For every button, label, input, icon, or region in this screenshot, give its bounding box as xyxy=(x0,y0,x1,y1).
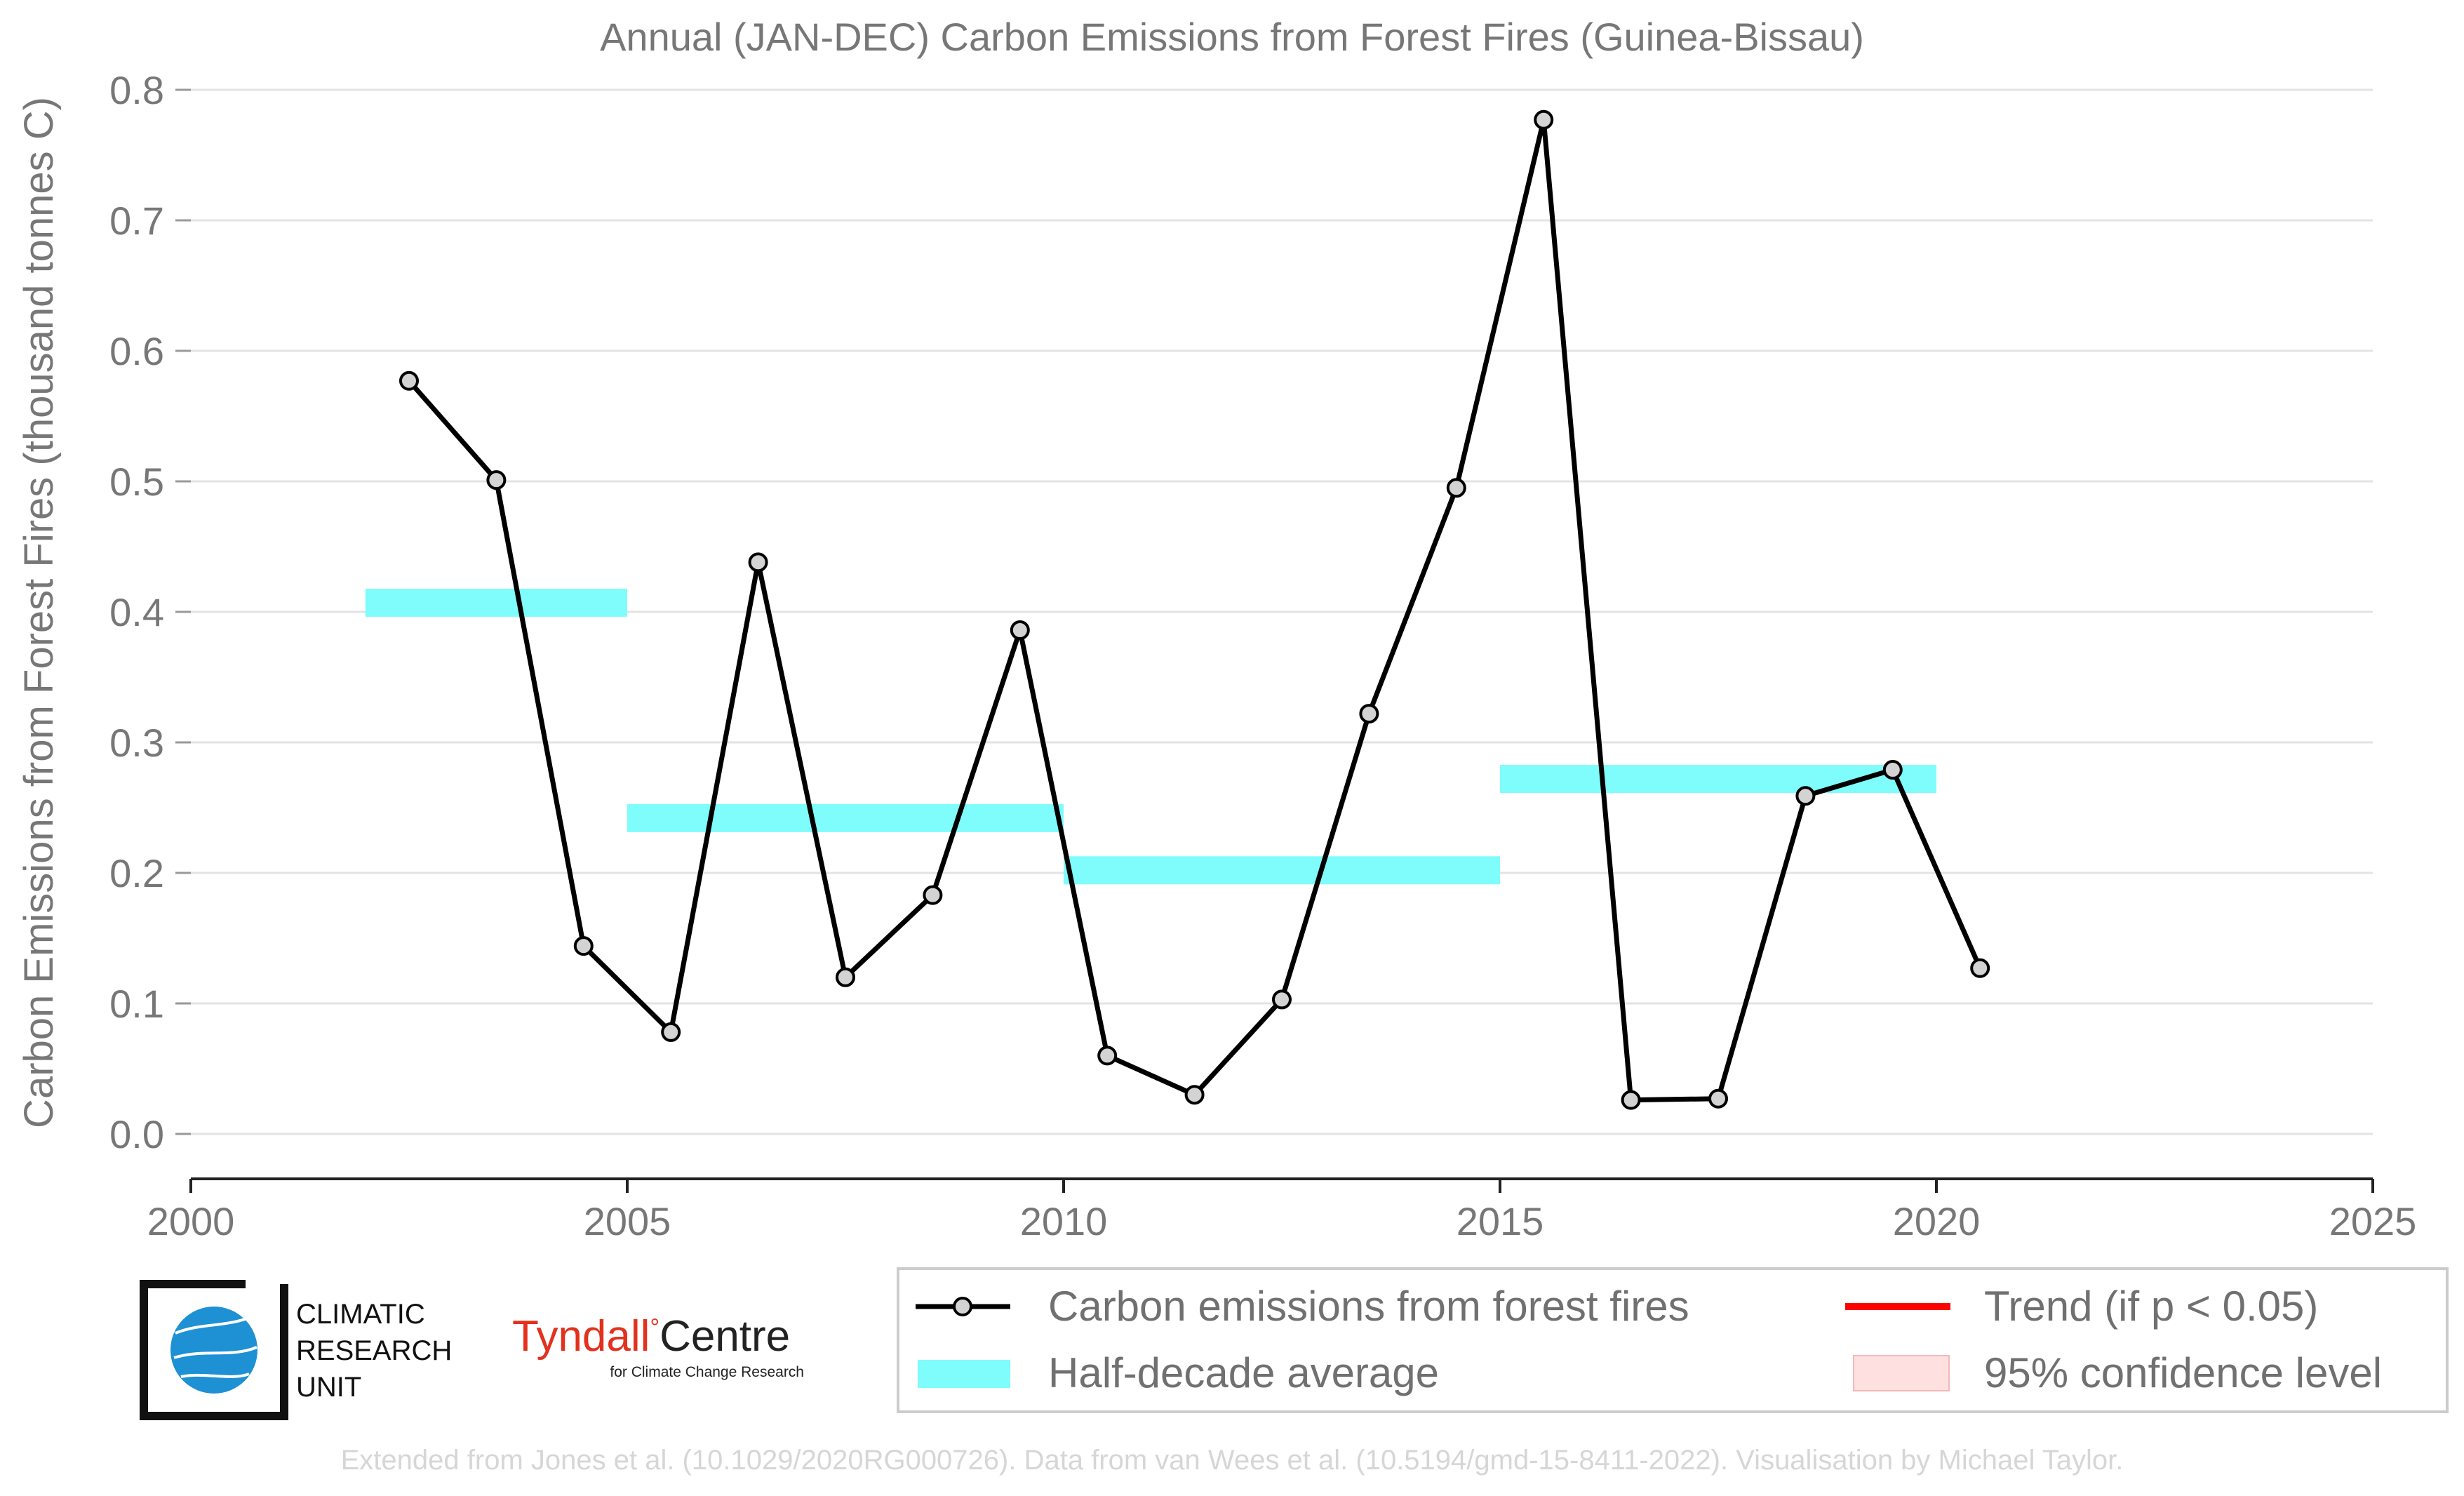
data-point xyxy=(1795,786,1816,806)
x-tick-label: 2020 xyxy=(1893,1199,1981,1243)
x-tick-label: 2005 xyxy=(584,1199,671,1243)
data-point xyxy=(1708,1088,1728,1109)
y-axis-label: Carbon Emissions from Forest Fires (thou… xyxy=(16,97,62,1128)
legend-label: Carbon emissions from forest fires xyxy=(1048,1283,1689,1330)
legend-label: 95% confidence level xyxy=(1984,1349,2382,1396)
axes xyxy=(175,88,2374,1193)
half-decade-bands xyxy=(365,588,1936,885)
data-point xyxy=(1621,1090,1641,1110)
data-point xyxy=(1097,1046,1118,1066)
data-point xyxy=(573,936,594,956)
legend-box xyxy=(897,1267,2449,1413)
legend-label: Trend (if p < 0.05) xyxy=(1984,1283,2318,1330)
tyndall-subtitle: for Climate Change Research xyxy=(610,1364,804,1380)
data-point xyxy=(1882,760,1903,780)
y-tick-label: 0.0 xyxy=(109,1112,164,1156)
legend-item-half-decade: Half-decade average xyxy=(918,1349,1439,1396)
cru-line-1: CLIMATIC xyxy=(296,1299,425,1330)
legend-band-swatch xyxy=(918,1360,1010,1388)
x-tick-label: 2025 xyxy=(2329,1199,2417,1243)
legend-marker-swatch xyxy=(953,1297,972,1316)
tyndall-name: Tyndall xyxy=(512,1312,650,1361)
cru-frame xyxy=(140,1280,288,1420)
data-point xyxy=(1534,109,1554,130)
legend-label: Half-decade average xyxy=(1048,1349,1439,1396)
tyndall-wordmark: Tyndall°Centre xyxy=(512,1312,790,1361)
x-tick-label: 2015 xyxy=(1457,1199,1544,1243)
half-decade-band xyxy=(365,588,627,617)
tick-labels: 0.0 0.1 0.2 0.3 0.4 0.5 0.6 0.7 0.8 2000 2005 2010 2… xyxy=(109,68,2416,1243)
legend: Carbon emissions from forest fires Trend… xyxy=(897,1267,2449,1413)
chart-title: Annual (JAN-DEC) Carbon Emissions from F… xyxy=(600,15,1864,59)
y-tick-label: 0.2 xyxy=(109,851,164,895)
data-point xyxy=(661,1022,681,1042)
legend-item-emissions: Carbon emissions from forest fires xyxy=(916,1283,1689,1330)
half-decade-band xyxy=(627,803,1064,832)
half-decade-band xyxy=(1064,856,1500,885)
tyndall-centre: Centre xyxy=(659,1312,790,1361)
legend-patch-swatch xyxy=(1853,1355,1950,1391)
data-point xyxy=(1446,478,1466,498)
series-layer xyxy=(399,109,1990,1110)
cru-line-3: UNIT xyxy=(296,1372,361,1403)
y-tick-label: 0.1 xyxy=(109,982,164,1026)
cru-line-2: RESEARCH xyxy=(296,1335,452,1366)
data-point xyxy=(1970,958,1990,978)
tyndall-degree: ° xyxy=(650,1314,659,1341)
data-point xyxy=(399,370,419,391)
data-point xyxy=(1272,989,1292,1010)
x-tick-label: 2010 xyxy=(1020,1199,1108,1243)
x-tick-label: 2000 xyxy=(147,1199,235,1243)
y-tick-label: 0.8 xyxy=(109,68,164,112)
data-point xyxy=(486,470,507,490)
legend-item-confidence: 95% confidence level xyxy=(1853,1349,2382,1396)
series-line xyxy=(407,117,1983,1103)
data-point xyxy=(923,885,943,905)
cru-logo: CLIMATIC RESEARCH UNIT xyxy=(140,1280,452,1420)
y-tick-label: 0.6 xyxy=(109,329,164,373)
tyndall-logo: Tyndall°Centre for Climate Change Resear… xyxy=(512,1312,804,1380)
legend-item-trend: Trend (if p < 0.05) xyxy=(1845,1283,2318,1330)
half-decade-band xyxy=(1500,765,1936,794)
credit-line: Extended from Jones et al. (10.1029/2020… xyxy=(341,1445,2124,1476)
data-point xyxy=(1010,620,1030,641)
data-point xyxy=(1184,1085,1205,1105)
data-point xyxy=(836,967,855,987)
data-point xyxy=(1359,704,1379,724)
y-tick-label: 0.7 xyxy=(109,199,164,243)
y-tick-label: 0.4 xyxy=(109,590,164,634)
y-tick-label: 0.5 xyxy=(109,460,164,504)
data-point xyxy=(748,552,768,573)
y-tick-label: 0.3 xyxy=(109,721,164,765)
globe-lines xyxy=(173,1314,257,1378)
